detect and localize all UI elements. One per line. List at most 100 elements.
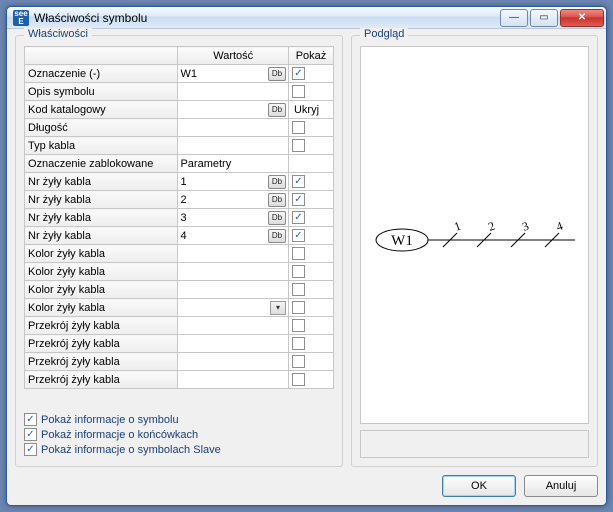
window-title: Właściwości symbolu — [34, 11, 500, 25]
table-row: Kod katalogowy Db Ukryj — [25, 101, 334, 119]
prop-cell: Kolor żyły kabla — [25, 263, 178, 281]
checkbox-icon[interactable]: ✓ — [292, 67, 305, 80]
value-cell[interactable]: 3Db — [178, 209, 289, 227]
checkbox-icon[interactable] — [292, 355, 305, 368]
value-cell[interactable] — [178, 137, 289, 155]
value-cell[interactable]: 4Db — [178, 227, 289, 245]
show-cell[interactable] — [288, 317, 333, 335]
value-cell[interactable]: Parametry — [178, 155, 289, 173]
db-button[interactable]: Db — [268, 229, 286, 243]
value-cell[interactable] — [178, 335, 289, 353]
checkbox-icon[interactable] — [292, 139, 305, 152]
check-show-ends[interactable]: ✓ Pokaż informacje o końcówkach — [24, 428, 334, 441]
show-cell[interactable] — [288, 353, 333, 371]
window-buttons: ― ▭ ✕ — [500, 9, 604, 27]
show-cell[interactable]: ✓ — [288, 209, 333, 227]
show-cell[interactable]: ✓ — [288, 173, 333, 191]
show-cell[interactable]: ✓ — [288, 191, 333, 209]
client-area: Właściwości Wartość Pokaż Oznaczenie (-)… — [7, 29, 606, 505]
prop-cell: Kolor żyły kabla — [25, 281, 178, 299]
checkbox-icon[interactable]: ✓ — [292, 193, 305, 206]
show-cell[interactable] — [288, 299, 333, 317]
show-cell[interactable]: ✓ — [288, 65, 333, 83]
lower-options: ✓ Pokaż informacje o symbolu ✓ Pokaż inf… — [24, 411, 334, 458]
ok-button[interactable]: OK — [442, 475, 516, 497]
table-row: Opis symbolu — [25, 83, 334, 101]
checkbox-icon: ✓ — [24, 413, 37, 426]
show-cell[interactable] — [288, 371, 333, 389]
table-row: Przekrój żyły kabla — [25, 335, 334, 353]
table-row: Długość — [25, 119, 334, 137]
value-cell[interactable] — [178, 371, 289, 389]
table-row: Przekrój żyły kabla — [25, 371, 334, 389]
prop-cell: Przekrój żyły kabla — [25, 317, 178, 335]
value-cell[interactable] — [178, 245, 289, 263]
show-cell[interactable] — [288, 137, 333, 155]
prop-cell: Przekrój żyły kabla — [25, 353, 178, 371]
db-button[interactable]: Db — [268, 103, 286, 117]
prop-cell: Długość — [25, 119, 178, 137]
value-cell[interactable]: 1Db — [178, 173, 289, 191]
value-cell[interactable]: 2Db — [178, 191, 289, 209]
checkbox-icon[interactable]: ✓ — [292, 229, 305, 242]
prop-cell: Przekrój żyły kabla — [25, 335, 178, 353]
table-row: Nr żyły kabla4Db✓ — [25, 227, 334, 245]
checkbox-icon[interactable] — [292, 247, 305, 260]
checkbox-icon[interactable] — [292, 265, 305, 278]
check-show-slave[interactable]: ✓ Pokaż informacje o symbolach Slave — [24, 443, 334, 456]
prop-cell: Nr żyły kabla — [25, 173, 178, 191]
table-row: Kolor żyły kabla — [25, 281, 334, 299]
show-cell[interactable] — [288, 335, 333, 353]
close-button[interactable]: ✕ — [560, 9, 604, 27]
value-text: Parametry — [180, 158, 286, 170]
show-cell[interactable] — [288, 83, 333, 101]
check-show-symbol[interactable]: ✓ Pokaż informacje o symbolu — [24, 413, 334, 426]
db-button[interactable]: Db — [268, 193, 286, 207]
value-cell[interactable] — [178, 263, 289, 281]
table-row: Kolor żyły kabla ▾ — [25, 299, 334, 317]
value-cell[interactable] — [178, 83, 289, 101]
minimize-button[interactable]: ― — [500, 9, 528, 27]
table-row: Przekrój żyły kabla — [25, 353, 334, 371]
prop-cell: Opis symbolu — [25, 83, 178, 101]
hide-label: Ukryj — [294, 104, 319, 116]
show-cell[interactable] — [288, 245, 333, 263]
show-cell[interactable] — [288, 119, 333, 137]
show-cell[interactable] — [288, 263, 333, 281]
checkbox-icon[interactable]: ✓ — [292, 175, 305, 188]
checkbox-icon[interactable] — [292, 373, 305, 386]
prop-cell: Kolor żyły kabla — [25, 299, 178, 317]
dropdown-icon[interactable]: ▾ — [270, 301, 286, 315]
value-cell[interactable] — [178, 317, 289, 335]
db-button[interactable]: Db — [268, 211, 286, 225]
value-text: 1 — [180, 176, 266, 188]
checkbox-icon[interactable] — [292, 121, 305, 134]
properties-legend: Właściwości — [24, 28, 92, 40]
show-cell[interactable]: ✓ — [288, 227, 333, 245]
prop-cell: Przekrój żyły kabla — [25, 371, 178, 389]
check-label: Pokaż informacje o końcówkach — [41, 429, 198, 441]
checkbox-icon[interactable] — [292, 283, 305, 296]
show-cell[interactable] — [288, 281, 333, 299]
db-button[interactable]: Db — [268, 67, 286, 81]
value-cell[interactable]: ▾ — [178, 299, 289, 317]
value-cell[interactable] — [178, 281, 289, 299]
checkbox-icon[interactable] — [292, 337, 305, 350]
prop-cell: Oznaczenie zablokowane — [25, 155, 178, 173]
value-cell[interactable] — [178, 353, 289, 371]
checkbox-icon[interactable] — [292, 319, 305, 332]
value-cell[interactable] — [178, 119, 289, 137]
cancel-button[interactable]: Anuluj — [524, 475, 598, 497]
checkbox-icon[interactable] — [292, 301, 305, 314]
dialog-buttons: OK Anuluj — [15, 475, 598, 497]
value-cell[interactable]: Db — [178, 101, 289, 119]
db-button[interactable]: Db — [268, 175, 286, 189]
checkbox-icon[interactable]: ✓ — [292, 211, 305, 224]
checkbox-icon[interactable] — [292, 85, 305, 98]
value-text: W1 — [180, 68, 266, 80]
prop-cell: Kod katalogowy — [25, 101, 178, 119]
preview-panel: Podgląd W11234 — [351, 35, 598, 467]
app-icon: see E — [13, 10, 29, 26]
maximize-button[interactable]: ▭ — [530, 9, 558, 27]
value-cell[interactable]: W1Db — [178, 65, 289, 83]
